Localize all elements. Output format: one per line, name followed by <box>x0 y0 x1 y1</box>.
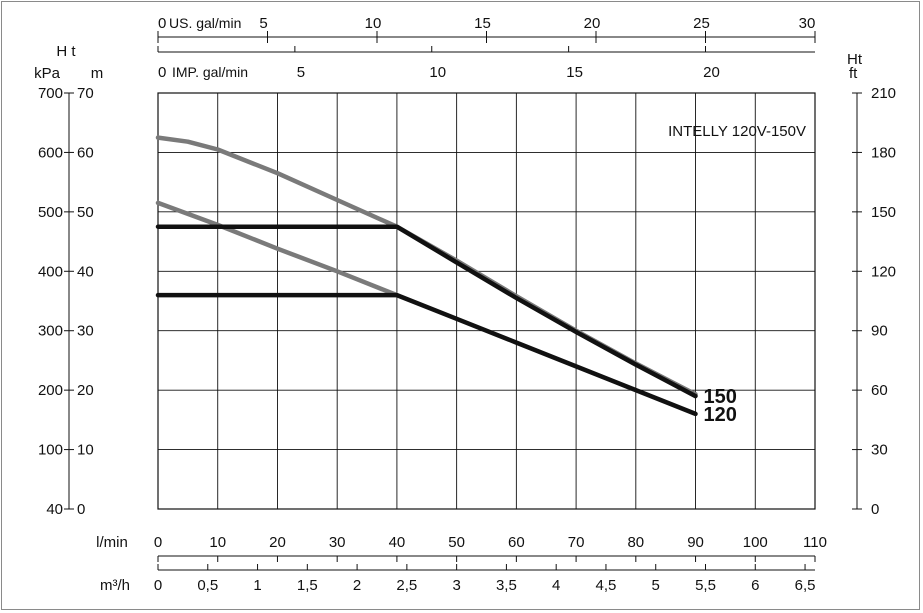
m-axis-label: m <box>91 65 104 82</box>
m3h-tick-label: 0 <box>154 577 162 594</box>
us-gal-tick-label: 10 <box>365 15 382 32</box>
us-gal-tick-label: 30 <box>799 15 816 32</box>
ft-tick-label: 180 <box>871 144 896 161</box>
m3h-axis-label: m³/h <box>100 577 130 594</box>
l-min-tick-label: 60 <box>508 534 525 551</box>
plot-border <box>157 92 816 510</box>
l-min-tick-label: 90 <box>687 534 704 551</box>
series-line-150 <box>155 224 698 399</box>
l-min-axis-label: l/min <box>96 534 128 551</box>
m-tick-label: 0 <box>77 501 85 518</box>
series-label-150: 150 <box>704 386 737 408</box>
curves <box>155 135 698 417</box>
kpa-tick-label: 300 <box>38 323 63 340</box>
kpa-tick-label: 400 <box>38 263 63 280</box>
us-gal-tick-label: 5 <box>259 15 267 32</box>
ft-tick-label: 150 <box>871 204 896 221</box>
m3h-tick-label: 1,5 <box>297 577 318 594</box>
kpa-tick-label: 600 <box>38 144 63 161</box>
ft-tick-label: 30 <box>871 442 888 459</box>
ft-tick-label: 120 <box>871 263 896 280</box>
l-min-tick-label: 110 <box>803 534 827 551</box>
imp-gal-tick-label: 15 <box>566 64 583 81</box>
m3h-tick-label: 4,5 <box>596 577 617 594</box>
l-min-tick-label: 50 <box>448 534 465 551</box>
m3h-tick-label: 3 <box>452 577 460 594</box>
ft-tick-label: 90 <box>871 323 888 340</box>
kpa-axis-label: kPa <box>34 65 61 82</box>
us-gal-tick-label: 20 <box>584 15 601 32</box>
labels: 04010100202003030040400505006060070700H … <box>34 15 896 594</box>
ft-axis-label: ft <box>849 65 858 82</box>
us-gal-tick-label: 25 <box>693 15 710 32</box>
m-tick-label: 60 <box>77 144 94 161</box>
ft-tick-label: 60 <box>871 382 888 399</box>
imp-gal-tick-label: 10 <box>429 64 446 81</box>
m3h-tick-label: 0,5 <box>197 577 218 594</box>
imp-gal-tick-label: 0 <box>158 64 166 81</box>
us-gal-axis-label: US. gal/min <box>169 15 241 31</box>
kpa-tick-label: 500 <box>38 204 63 221</box>
m3h-tick-label: 6,5 <box>795 577 816 594</box>
kpa-tick-label: 100 <box>38 442 63 459</box>
m3h-tick-label: 4 <box>552 577 560 594</box>
l-min-tick-label: 40 <box>389 534 406 551</box>
m-tick-label: 70 <box>77 85 94 102</box>
m3h-tick-label: 1 <box>253 577 261 594</box>
l-min-tick-label: 70 <box>568 534 585 551</box>
l-min-tick-label: 0 <box>154 534 162 551</box>
kpa-tick-label: 700 <box>38 85 63 102</box>
kpa-tick-label: 200 <box>38 382 63 399</box>
imp-gal-axis-label: IMP. gal/min <box>172 64 248 80</box>
kpa-tick-label: 40 <box>46 501 63 518</box>
l-min-tick-label: 80 <box>627 534 644 551</box>
imp-gal-tick-label: 5 <box>297 64 305 81</box>
series-label-120: 120 <box>704 404 737 426</box>
us-gal-tick-label: 15 <box>474 15 491 32</box>
model-annotation: INTELLY 120V-150V <box>668 123 806 140</box>
m3h-tick-label: 6 <box>751 577 759 594</box>
m3h-tick-label: 3,5 <box>496 577 517 594</box>
m-tick-label: 50 <box>77 204 94 221</box>
m3h-tick-label: 2 <box>353 577 361 594</box>
head-axis-title: H t <box>56 43 76 60</box>
imp-gal-tick-label: 20 <box>703 64 720 81</box>
ft-tick-label: 0 <box>871 501 879 518</box>
axes <box>64 31 862 571</box>
ft-tick-label: 210 <box>871 85 896 102</box>
ht-axis-label: Ht <box>847 51 863 68</box>
grid <box>157 92 816 510</box>
us-gal-tick-label: 0 <box>158 15 166 32</box>
m3h-tick-label: 2,5 <box>396 577 417 594</box>
m-tick-label: 40 <box>77 263 94 280</box>
l-min-tick-label: 100 <box>743 534 768 551</box>
l-min-tick-label: 10 <box>209 534 226 551</box>
m-tick-label: 20 <box>77 382 94 399</box>
m-tick-label: 10 <box>77 442 94 459</box>
m3h-tick-label: 5,5 <box>695 577 716 594</box>
m3h-tick-label: 5 <box>652 577 660 594</box>
m-tick-label: 30 <box>77 323 94 340</box>
series-line-120 <box>155 292 698 417</box>
unregulated-curve <box>155 135 698 397</box>
l-min-tick-label: 30 <box>329 534 346 551</box>
unregulated-curve <box>155 200 400 298</box>
l-min-tick-label: 20 <box>269 534 286 551</box>
